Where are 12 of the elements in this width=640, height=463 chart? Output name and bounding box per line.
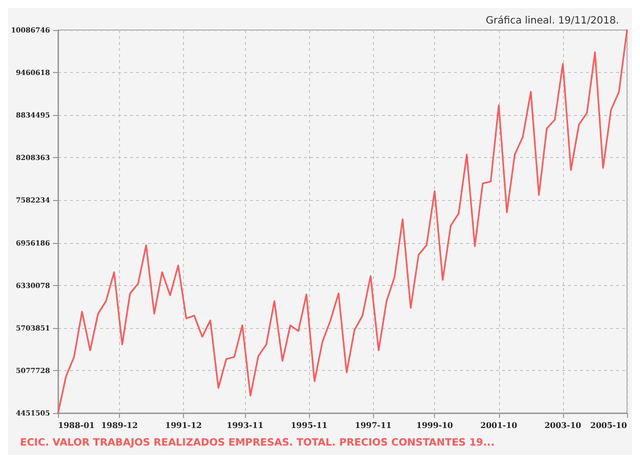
x-tick-label: 2003-10: [544, 420, 582, 430]
text: ECIC. VALOR TRABAJOS REALIZADOS EMPRESAS. TOTAL. PRECIOS CONSTANTES 19...: [20, 438, 495, 448]
x-tick-label: 1991-12: [165, 420, 202, 430]
x-tick-label: 1993-11: [226, 420, 264, 430]
x-tick-label: 2005-10: [590, 420, 628, 430]
x-tick-label: 1988-01: [58, 420, 95, 430]
x-tick-label: 1997-11: [354, 420, 392, 430]
chart-title: Gráfica lineal. 19/11/2018.: [486, 16, 619, 26]
x-tick-label: 1995-11: [290, 420, 328, 430]
x-tick-label: 1989-12: [101, 420, 138, 430]
x-tick-label: 2001-10: [480, 420, 518, 430]
x-tick-label: 1999-10: [416, 420, 454, 430]
